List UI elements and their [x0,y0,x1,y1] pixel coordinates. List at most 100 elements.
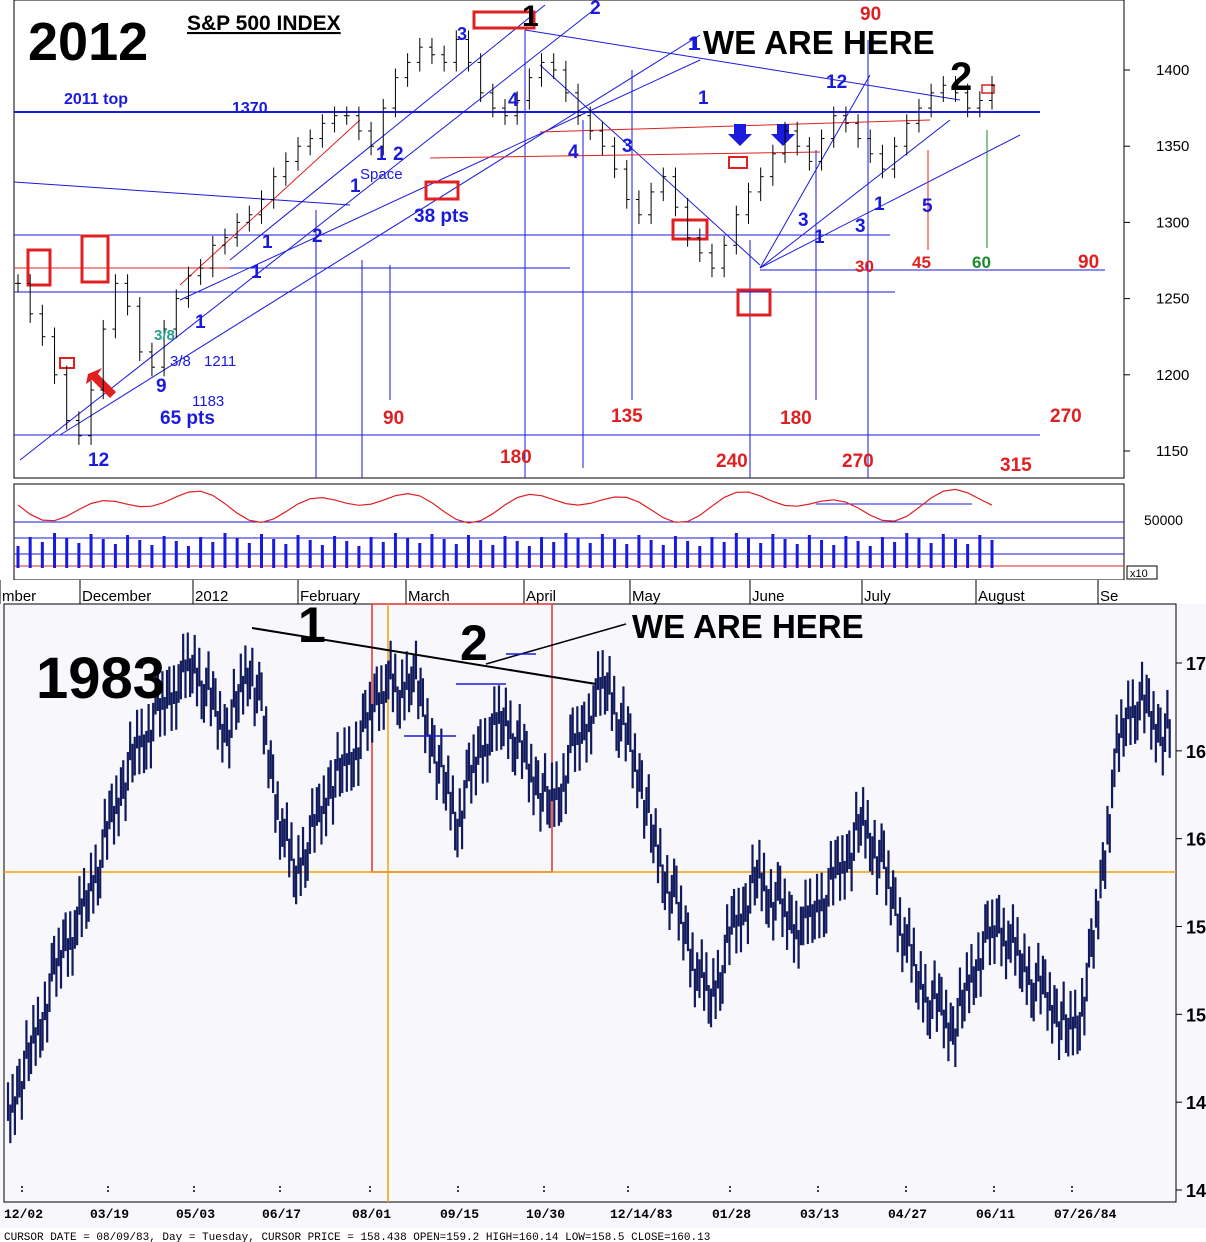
red-box-marker [424,180,460,201]
volume-bar [381,542,385,568]
volume-bar [832,545,836,568]
x-tick-label: 2012 [195,588,228,605]
volume-bar [211,542,215,568]
label-1211: 1211 [204,353,236,370]
volume-bar [223,533,227,568]
y-tick-label: 1350 [1156,138,1189,155]
label-space: Space [360,166,403,183]
count-label: 1 [698,88,709,109]
volume-bar [138,540,142,568]
volume-bar [880,537,884,568]
volume-bar [40,542,44,568]
month-axis: mber December 2012 February March April May Jun… [0,580,1118,605]
count-label: 1 [262,232,273,253]
x-tick-label: 03/19 [90,1207,129,1222]
count-label: 4 [568,142,579,163]
volume-bar [150,545,154,568]
volume-bar [747,538,750,568]
volume-bar [466,535,470,568]
top-y-axis: 1150 1200 1250 1300 1350 1400 [1124,62,1189,460]
fan-line [59,34,701,436]
multiplier-label: x10 [1130,568,1148,580]
bottom-x-axis: 12/02 03/19 05/03 06/17 08/01 09/15 10/30 12/14… [4,1186,1117,1222]
x-tick-label: 05/03 [176,1207,215,1222]
volume-bar [442,539,446,568]
volume-bar [260,534,263,568]
volume-tick-label: 50000 [1144,512,1183,528]
x-tick-label: 01/28 [712,1207,751,1222]
volume-bar [247,543,251,568]
label-38-pts: 38 pts [414,206,469,227]
x-tick-label: December [82,588,151,605]
volume-bar [430,534,434,568]
volume-bar [637,535,641,568]
pointer-line [485,623,627,665]
red-box-marker [80,234,110,284]
volume-bar [905,533,909,568]
y-tick-label: 1150 [1156,443,1188,460]
x-tick-label: Se [1100,588,1118,605]
volume-bar [893,542,897,568]
fan-line [524,29,961,101]
x-tick-label: August [978,588,1026,605]
y-tick-label: 1250 [1156,291,1189,308]
volume-bar [65,538,69,568]
count-label: 1 [376,144,387,165]
x-tick-label: mber [2,588,36,605]
y-tick-label: 1200 [1156,367,1189,384]
volume-bar [479,540,483,568]
x-tick-label: February [300,588,361,605]
label-65-pts: 65 pts [160,408,215,429]
bottom-panel-frame [3,603,1177,1203]
down-arrow-icon [771,124,795,146]
degree-label: 315 [1000,455,1032,476]
top-panel-frame [13,0,1125,479]
x-tick-label: 07/26/84 [1054,1207,1117,1222]
volume-bar [722,542,726,568]
label-1183: 1183 [192,393,224,410]
degree-label: 60 [972,253,991,272]
marker-2-bottom: 2 [460,615,488,671]
we-are-here-label-bottom: WE ARE HERE [632,608,864,645]
year-1983-label: 1983 [36,646,165,711]
count-label: 1 [688,34,699,55]
volume-bar [856,541,860,568]
count-label: 1 [814,227,825,248]
volume-bar [113,544,117,568]
volume-bar [600,534,604,568]
volume-bar [540,537,544,568]
marker-3-top: 3 [457,24,467,44]
degree-label: 90 [383,408,404,429]
volume-bar [369,537,373,568]
volume-bar [807,535,811,568]
degree-label: 270 [1050,406,1082,427]
volume-bar [990,540,994,568]
volume-bar [868,546,872,568]
y-tick-label: 165 [1186,742,1206,762]
volume-bar [552,542,556,568]
count-label: 5 [922,196,933,217]
down-arrow-icon [728,124,752,146]
count-label: 1 [690,34,701,55]
red-box-marker [736,288,772,317]
volume-bar [686,541,690,568]
marker-1-top: 1 [522,0,539,33]
fan-line [539,64,761,266]
volume-bar [53,533,57,568]
fan-line [179,59,701,301]
y-tick-label: 145 [1186,1093,1206,1113]
volume-bar [527,546,531,568]
count-label: 2 [312,226,323,247]
fan-line [19,4,601,461]
x-tick-label: 10/30 [526,1207,565,1222]
volume-bar [235,538,239,568]
top-price-series [15,30,995,445]
volume-bar [126,535,130,568]
volume-bar [272,539,276,568]
volume-bar [77,543,81,568]
volume-bar [101,539,105,568]
indicator-panel [13,483,1125,581]
volume-bar [296,535,300,568]
x-tick-label: April [526,588,556,605]
